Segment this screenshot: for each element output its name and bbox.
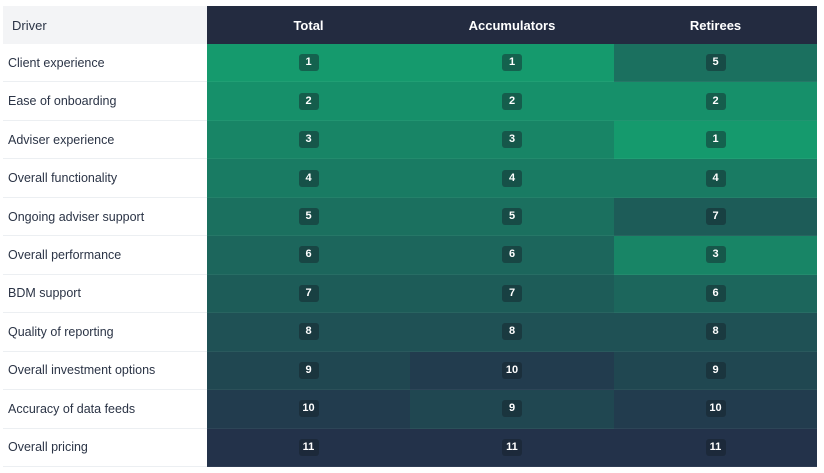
row-label: Quality of reporting [3, 313, 207, 352]
heatmap-cell-retirees: 2 [614, 82, 817, 121]
rank-badge: 11 [705, 438, 726, 456]
heatmap-cell-accumulators: 4 [410, 159, 614, 198]
rank-badge: 3 [705, 246, 726, 264]
rank-badge: 6 [298, 246, 319, 264]
heatmap-cell-retirees: 4 [614, 159, 817, 198]
heatmap-cell-total: 7 [207, 274, 410, 314]
heatmap-cell-total: 6 [207, 236, 410, 275]
ranking-heatmap: Driver Total Accumulators Retirees Clien… [3, 6, 817, 467]
rank-badge: 3 [298, 131, 319, 149]
row-label: Overall performance [3, 236, 207, 275]
rank-badge: 8 [502, 323, 522, 341]
row-label: Accuracy of data feeds [3, 390, 207, 429]
heatmap-cell-total: 1 [207, 44, 410, 83]
rank-badge: 9 [502, 400, 522, 418]
heatmap-cell-accumulators: 6 [410, 236, 614, 275]
rank-badge: 6 [705, 284, 726, 302]
rank-badge: 7 [705, 208, 726, 226]
heatmap-cell-retirees: 8 [614, 313, 817, 352]
heatmap-cell-retirees: 9 [614, 351, 817, 391]
rank-badge: 7 [298, 284, 319, 302]
column-header-accumulators: Accumulators [410, 6, 614, 44]
rank-badge: 8 [705, 323, 726, 341]
driver-column-header: Driver [3, 6, 207, 44]
rank-badge: 9 [705, 361, 726, 379]
heatmap-cell-accumulators: 5 [410, 197, 614, 237]
row-label: Adviser experience [3, 120, 207, 160]
heatmap-cell-accumulators: 2 [410, 82, 614, 121]
rank-badge: 8 [298, 323, 319, 341]
heatmap-cell-total: 9 [207, 351, 410, 391]
heatmap-cell-retirees: 11 [614, 428, 817, 467]
rank-badge: 3 [502, 131, 522, 149]
rank-badge: 1 [705, 131, 726, 149]
heatmap-cell-total: 10 [207, 390, 410, 429]
heatmap-cell-retirees: 1 [614, 120, 817, 160]
heatmap-cell-total: 8 [207, 313, 410, 352]
rank-badge: 4 [298, 169, 319, 187]
row-label: Client experience [3, 44, 207, 83]
rank-badge: 9 [298, 361, 319, 379]
heatmap-cell-retirees: 7 [614, 197, 817, 237]
heatmap-cell-total: 3 [207, 120, 410, 160]
heatmap-cell-retirees: 10 [614, 390, 817, 429]
rank-badge: 1 [502, 54, 522, 72]
column-header-retirees: Retirees [614, 6, 817, 44]
rank-badge: 6 [502, 246, 522, 264]
heatmap-cell-total: 5 [207, 197, 410, 237]
rank-badge: 10 [298, 400, 319, 418]
rank-badge: 1 [298, 54, 319, 72]
row-label: Ease of onboarding [3, 82, 207, 121]
heatmap-cell-accumulators: 9 [410, 390, 614, 429]
rank-badge: 5 [502, 208, 522, 226]
heatmap-cell-total: 11 [207, 428, 410, 467]
rank-badge: 5 [298, 208, 319, 226]
row-label: Overall pricing [3, 428, 207, 467]
row-label: Overall investment options [3, 351, 207, 391]
heatmap-cell-retirees: 6 [614, 274, 817, 314]
rank-badge: 2 [705, 92, 726, 110]
row-label: Ongoing adviser support [3, 197, 207, 237]
row-label: Overall functionality [3, 159, 207, 198]
heatmap-cell-total: 4 [207, 159, 410, 198]
heatmap-cell-accumulators: 1 [410, 44, 614, 83]
heatmap-cell-accumulators: 10 [410, 351, 614, 391]
heatmap-cell-retirees: 5 [614, 44, 817, 83]
column-header-total: Total [207, 6, 410, 44]
row-label: BDM support [3, 274, 207, 314]
heatmap-cell-accumulators: 7 [410, 274, 614, 314]
rank-badge: 11 [298, 438, 319, 456]
rank-badge: 7 [502, 284, 522, 302]
heatmap-cell-accumulators: 3 [410, 120, 614, 160]
rank-badge: 5 [705, 54, 726, 72]
rank-badge: 2 [502, 92, 522, 110]
rank-badge: 10 [705, 400, 726, 418]
heatmap-cell-retirees: 3 [614, 236, 817, 275]
heatmap-cell-total: 2 [207, 82, 410, 121]
rank-badge: 2 [298, 92, 319, 110]
rank-badge: 11 [502, 438, 522, 456]
rank-badge: 4 [502, 169, 522, 187]
rank-badge: 10 [502, 361, 522, 379]
heatmap-cell-accumulators: 8 [410, 313, 614, 352]
rank-badge: 4 [705, 169, 726, 187]
heatmap-cell-accumulators: 11 [410, 428, 614, 467]
